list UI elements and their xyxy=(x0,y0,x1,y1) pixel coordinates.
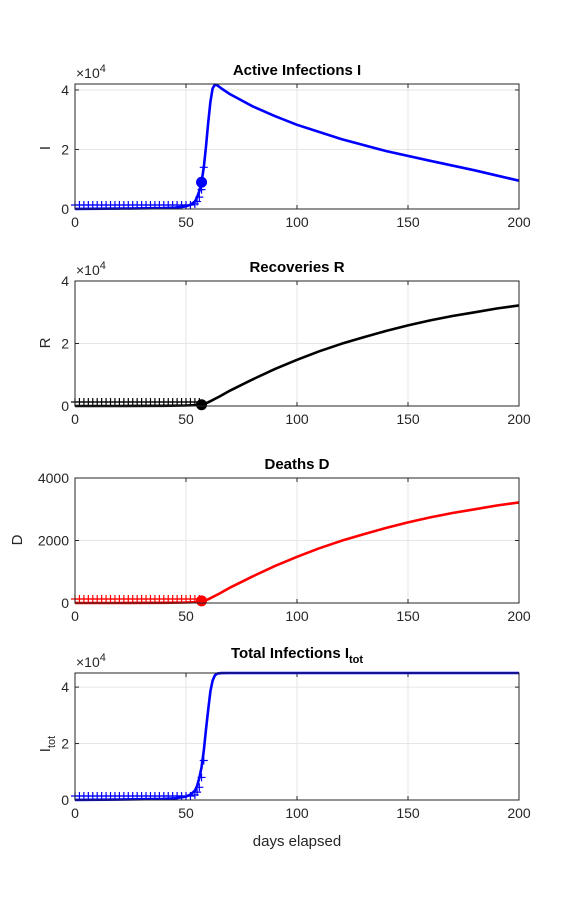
y-axis-label: D xyxy=(9,534,26,545)
x-tick-label: 50 xyxy=(178,411,194,427)
y-exponent-label: ×104 xyxy=(76,652,106,670)
y-tick-label: 2 xyxy=(61,736,69,752)
x-tick-label: 0 xyxy=(71,608,79,624)
y-tick-label: 2 xyxy=(61,141,69,157)
x-tick-label: 100 xyxy=(285,608,309,624)
y-axis-label: I xyxy=(37,146,54,150)
x-tick-label: 150 xyxy=(396,805,420,821)
x-tick-label: 200 xyxy=(507,805,531,821)
x-tick-label: 100 xyxy=(285,411,309,427)
x-tick-label: 200 xyxy=(507,214,531,230)
y-exponent-label: ×104 xyxy=(76,260,106,278)
x-tick-label: 50 xyxy=(178,608,194,624)
chart-title: Active Infections I xyxy=(233,62,361,79)
y-tick-label: 0 xyxy=(61,792,69,808)
current-point-marker xyxy=(196,595,208,607)
x-tick-label: 150 xyxy=(396,608,420,624)
x-tick-label: 0 xyxy=(71,214,79,230)
total-infections-panel: Total Infections Itot ×104 Itot 0 50 100 15… xyxy=(37,645,531,821)
y-tick-label: 0 xyxy=(61,201,69,217)
x-tick-label: 200 xyxy=(507,608,531,624)
x-tick-label: 50 xyxy=(178,214,194,230)
axes-box xyxy=(74,83,520,210)
current-point-marker xyxy=(196,399,208,411)
y-tick-label: 0 xyxy=(61,398,69,414)
series-line xyxy=(75,501,520,605)
y-tick-label: 0 xyxy=(61,595,69,611)
x-tick-label: 0 xyxy=(71,805,79,821)
x-tick-label: 100 xyxy=(285,214,309,230)
x-tick-label: 150 xyxy=(396,214,420,230)
x-tick-label: 50 xyxy=(178,805,194,821)
current-point-marker xyxy=(196,176,208,188)
y-tick-label: 4 xyxy=(61,679,69,695)
axes-box xyxy=(74,477,520,604)
active-infections-panel: Active Infections I ×104 I 0 50 100 150 200 0… xyxy=(37,62,531,230)
x-tick-label: 0 xyxy=(71,411,79,427)
y-tick-label: 4000 xyxy=(38,470,69,486)
y-exponent-label: ×104 xyxy=(76,63,106,81)
x-tick-label: 150 xyxy=(396,411,420,427)
y-axis-label: R xyxy=(37,337,54,348)
chart-title: Total Infections Itot xyxy=(231,645,363,666)
x-axis-label: days elapsed xyxy=(253,833,341,850)
series-line xyxy=(75,304,520,408)
axes-box xyxy=(74,672,520,801)
y-tick-label: 2000 xyxy=(38,533,69,549)
x-tick-label: 200 xyxy=(507,411,531,427)
axes-box xyxy=(74,280,520,407)
chart-title: Deaths D xyxy=(264,456,329,473)
chart-title: Recoveries R xyxy=(249,259,344,276)
recoveries-panel: Recoveries R ×104 R 0 50 100 150 200 0 2 4 xyxy=(37,259,531,427)
y-axis-label: Itot xyxy=(37,736,58,752)
y-tick-label: 4 xyxy=(61,273,69,289)
y-tick-label: 4 xyxy=(61,82,69,98)
series-line xyxy=(74,83,520,211)
y-tick-label: 2 xyxy=(61,336,69,352)
x-tick-label: 100 xyxy=(285,805,309,821)
